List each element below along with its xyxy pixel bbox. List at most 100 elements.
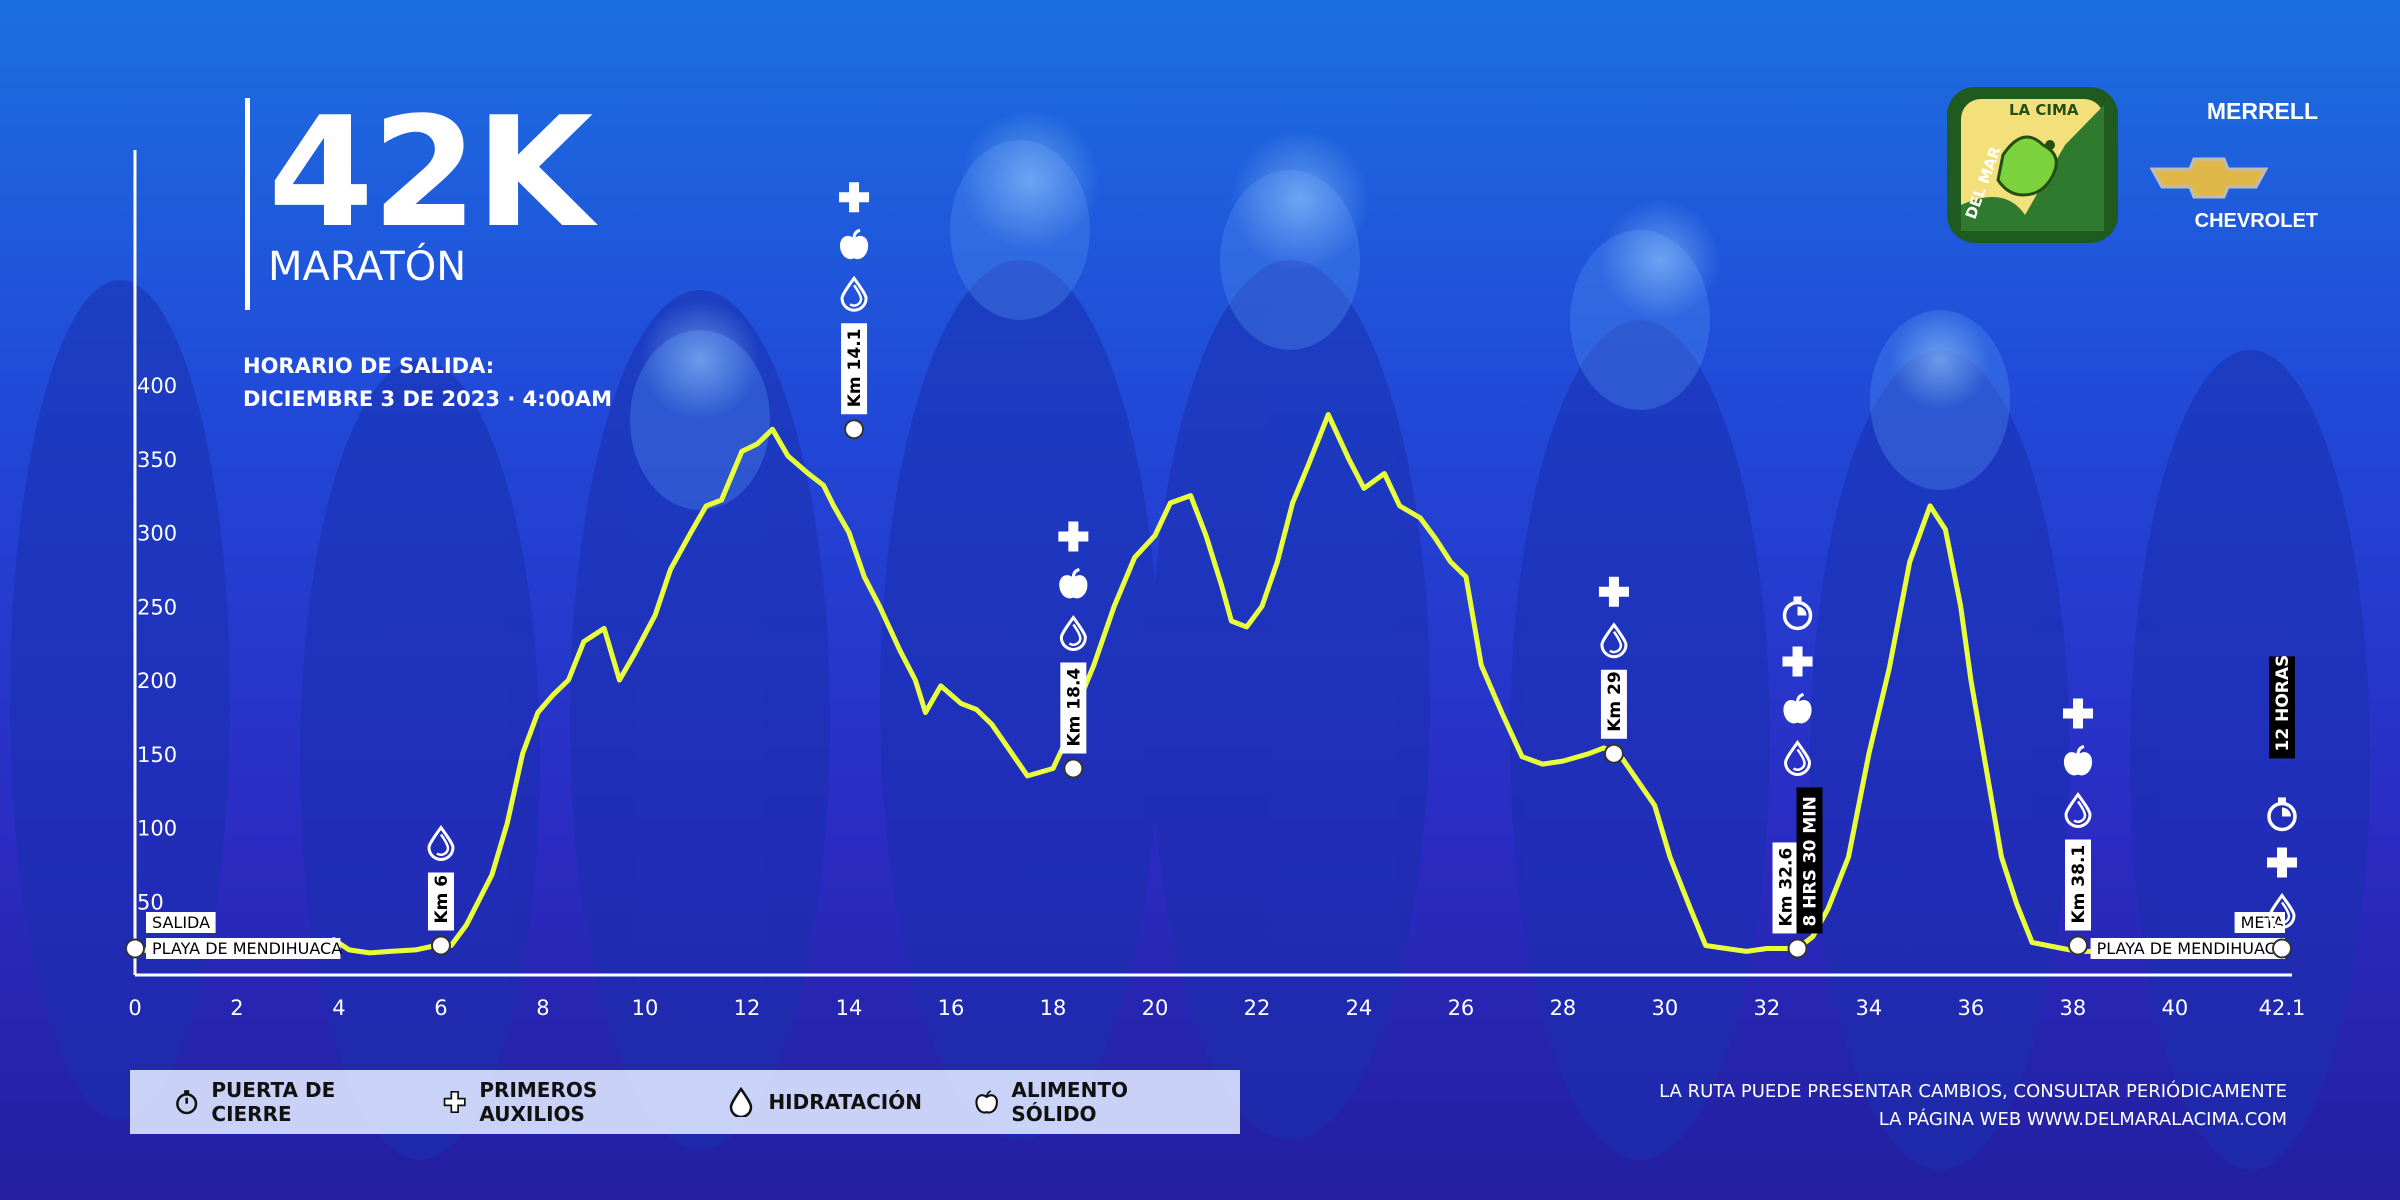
del-mar-a-la-cima-logo: DEL MAR LA CIMA (1947, 87, 2118, 243)
apple-icon (1059, 568, 1088, 599)
drop-shape (840, 275, 868, 312)
drop-inner (1792, 748, 1806, 771)
plus-icon (443, 1090, 466, 1114)
x-tick-label: 16 (938, 996, 965, 1020)
start-label-bg (146, 912, 216, 933)
water-drop-icon (2268, 892, 2296, 929)
route-note-line2: LA PÁGINA WEB WWW.DELMARALACIMA.COM (1878, 1109, 2287, 1130)
apple-icon (975, 1090, 998, 1114)
legend-item-hydration: HIDRATACIÓN (726, 1087, 922, 1117)
water-drop-icon (2064, 791, 2092, 828)
plus-shape (2267, 847, 2297, 878)
checkpoint-marker (1063, 758, 1084, 779)
sponsor-merrell: MERRELL (2206, 98, 2318, 124)
chart-axes: 0 2 4 6 8 10 12 14 16 18 20 22 24 26 28 30 32 34 36 38 40 42.… (128, 150, 2305, 1020)
y-tick-label: 200 (137, 669, 177, 693)
plus-icon (2063, 698, 2094, 729)
sponsor-chevrolet: CHEVROLET (2194, 210, 2318, 232)
apple-icon (2063, 745, 2093, 776)
y-tick-label: 400 (137, 374, 177, 398)
apple-shape (2063, 752, 2093, 776)
water-drop-icon (1784, 739, 1812, 776)
km-label-text: Km 29 (1605, 671, 1625, 731)
checkpoint-marker (1787, 938, 1808, 959)
x-tick-label: 36 (1958, 996, 1985, 1020)
stopwatch-hand (2282, 807, 2291, 817)
y-tick-label: 250 (137, 595, 177, 619)
x-tick-label: 24 (1346, 996, 1373, 1020)
km-label-bg (427, 872, 454, 931)
time-limit-bg (2269, 656, 2295, 759)
drop-inner (849, 284, 863, 307)
x-tick-label: 34 (1856, 996, 1883, 1020)
legend-item-solid-food: ALIMENTO SÓLIDO (974, 1078, 1188, 1126)
checkpoint-marker (844, 419, 865, 440)
start-info-line1: HORARIO DE SALIDA: (243, 354, 495, 378)
title-block: 42K MARATÓN (245, 84, 593, 310)
elevation-line (132, 412, 2285, 957)
checkpoint-marker (2272, 938, 2292, 959)
plus-icon (1598, 576, 1629, 607)
x-tick-label: 10 (632, 996, 659, 1020)
end-label-text: META (2241, 913, 2284, 932)
water-drop-icon (427, 824, 455, 861)
plus-icon (2267, 847, 2297, 878)
chart-annotations: SALIDA PLAYA DE MENDIHUACA META PLAYA DE ME… (125, 182, 2297, 959)
apple-icon (1783, 692, 1812, 724)
stopwatch-ring (1782, 600, 1813, 631)
x-tick-label: 2 (230, 996, 243, 1020)
route-note: LA RUTA PUEDE PRESENTAR CAMBIOS, CONSULT… (1659, 1078, 2287, 1134)
x-tick-label: 14 (836, 996, 863, 1020)
stopwatch-icon (176, 1090, 198, 1115)
plus-icon (839, 182, 870, 213)
x-tick-label: 12 (734, 996, 761, 1020)
x-tick-label: 32 (1754, 996, 1781, 1020)
drop-shape (1600, 622, 1628, 659)
start-label: SALIDA (146, 912, 216, 933)
end-location-label: PLAYA DE MENDIHUACA (2090, 938, 2287, 959)
stopwatch-top (1793, 596, 1802, 602)
x-tick-label: 40 (2162, 996, 2189, 1020)
km-label-bg (841, 323, 868, 415)
apple-shape (1783, 700, 1812, 724)
plus-icon (1782, 646, 1813, 677)
km-label-text: Km 14.1 (845, 329, 865, 408)
start-location-label-bg (146, 938, 341, 959)
x-tick-label: 4 (332, 996, 345, 1020)
km-label: Km 32.6 (1772, 842, 1799, 934)
start-location-label-text: PLAYA DE MENDIHUACA (152, 939, 342, 958)
page-title: 42K (268, 84, 593, 261)
end-label: META (2234, 912, 2285, 933)
x-tick-label: 26 (1448, 996, 1475, 1020)
end-location-label-text: PLAYA DE MENDIHUACA (2097, 939, 2287, 958)
route-note-line1: LA RUTA PUEDE PRESENTAR CAMBIOS, CONSULT… (1659, 1081, 2287, 1102)
x-tick-label: 20 (1142, 996, 1169, 1020)
checkpoint-marker (2068, 935, 2089, 956)
plus-icon (1058, 521, 1089, 552)
x-tick-label: 38 (2060, 996, 2087, 1020)
end-location-label-bg (2090, 938, 2285, 959)
km-label-text: Km 38.1 (2069, 845, 2089, 924)
drop-inner (2073, 800, 2087, 824)
apple-shape (839, 235, 869, 260)
end-label-bg (2234, 912, 2285, 933)
km-label-text: Km 32.6 (1777, 848, 1797, 927)
legend-label: PRIMEROS AUXILIOS (479, 1078, 598, 1126)
plus-shape (1782, 646, 1813, 677)
apple-stem (852, 228, 861, 239)
x-tick-label: 28 (1550, 996, 1577, 1020)
chevrolet-bowtie-icon (2150, 157, 2268, 199)
plus-shape (1058, 521, 1089, 552)
x-tick-label: 0 (128, 996, 141, 1020)
apple-shape (1059, 575, 1088, 599)
time-limit-text: 8 HRS 30 MIN (1801, 796, 1821, 926)
y-tick-label: 100 (137, 817, 177, 841)
apple-stem (1071, 568, 1080, 578)
legend-label: ALIMENTO SÓLIDO (1011, 1078, 1128, 1126)
water-drop-icon (1059, 614, 1087, 651)
water-drop-icon (1600, 622, 1628, 659)
legend: PUERTA DE CIERRE PRIMEROS AUXILIOS HIDRA… (130, 1070, 1240, 1134)
apple-stem (1796, 692, 1804, 703)
